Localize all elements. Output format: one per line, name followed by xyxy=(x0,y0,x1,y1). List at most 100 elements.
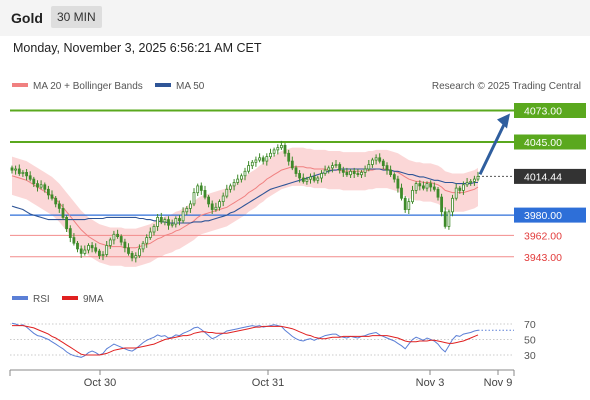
rsi-plot-area: 70 50 30 xyxy=(10,319,536,362)
candle-body xyxy=(276,147,280,151)
candle-body xyxy=(421,185,425,189)
forecast-arrow-shaft xyxy=(478,121,507,176)
candle-body xyxy=(225,188,229,197)
x-tick-label-Nov 3: Nov 3 xyxy=(416,377,445,389)
forecast-arrow-head xyxy=(497,113,510,129)
candle-body xyxy=(320,173,323,179)
candle-body xyxy=(440,196,444,213)
candle-body xyxy=(301,177,305,182)
candle-body xyxy=(152,225,156,233)
rsi-ma-legend-swatch xyxy=(62,296,78,300)
rsi-ma-legend-label: 9MA xyxy=(83,294,104,305)
candle-body xyxy=(414,183,418,191)
candle-body xyxy=(261,157,265,162)
candle-body xyxy=(218,201,221,208)
ma50-legend-swatch xyxy=(155,83,171,87)
candle-body xyxy=(167,219,170,226)
candle-body xyxy=(367,164,371,170)
candle-body xyxy=(36,183,39,188)
candle-body xyxy=(469,180,473,183)
candle-body xyxy=(232,182,236,187)
candle-body xyxy=(341,169,345,173)
instrument-title: Gold xyxy=(11,10,43,26)
candle-body xyxy=(258,157,262,161)
candle-body xyxy=(54,197,58,205)
candle-body xyxy=(254,159,258,163)
chart-datetime: Monday, November 3, 2025 6:56:21 AM CET xyxy=(13,41,262,55)
candle-body xyxy=(116,233,119,238)
main-plot-area: 4073.00 4045.00 4014.44 3980.00 3962.00 3943.… xyxy=(10,103,586,267)
candle-body xyxy=(436,188,440,198)
copyright-label: Research © 2025 Trading Central xyxy=(432,81,581,92)
candle-body xyxy=(411,189,414,203)
candle-body xyxy=(429,183,433,188)
candle-body xyxy=(403,197,407,211)
candle-body xyxy=(79,248,83,254)
rsi-legend-label: RSI xyxy=(33,294,50,305)
candle-body xyxy=(192,192,196,205)
candle-body xyxy=(141,242,145,250)
candle-body xyxy=(83,249,87,254)
candle-body xyxy=(458,187,462,191)
candle-body xyxy=(236,178,240,183)
candle-body xyxy=(203,189,207,198)
candle-body xyxy=(279,144,283,149)
ma20-legend-label: MA 20 + Bollinger Bands xyxy=(33,81,143,92)
candle-body xyxy=(101,254,105,257)
candle-body xyxy=(127,247,130,254)
candle-body xyxy=(90,245,94,249)
level-label-3943.00: 3943.00 xyxy=(524,252,562,264)
timeframe-button[interactable]: 30 MIN xyxy=(51,6,102,28)
level-tag-4045.00 xyxy=(514,134,586,150)
candle-body xyxy=(283,144,287,154)
candle-body xyxy=(352,170,356,175)
rsi-tick-70: 70 xyxy=(524,319,536,331)
candle-body xyxy=(68,228,72,239)
x-tick-label-Oct 31: Oct 31 xyxy=(252,377,284,389)
candle-body xyxy=(334,164,338,167)
candle-body xyxy=(287,152,291,162)
candle-body xyxy=(28,175,32,180)
candle-body xyxy=(265,156,269,162)
candle-body xyxy=(21,171,25,174)
candle-body xyxy=(210,203,214,210)
candle-body xyxy=(451,197,454,213)
candle-body xyxy=(461,184,465,191)
candle-body xyxy=(418,183,422,187)
ma50-line xyxy=(11,168,478,224)
candle-body xyxy=(330,165,334,169)
candle-body xyxy=(76,242,79,250)
candle-body xyxy=(178,218,181,222)
x-tick-label-Nov 9: Nov 9 xyxy=(484,377,513,389)
candle-body xyxy=(327,167,331,171)
candle-body xyxy=(174,218,178,225)
candle-body xyxy=(294,167,298,174)
candle-body xyxy=(145,237,149,244)
candle-body xyxy=(316,177,320,181)
candle-body xyxy=(374,157,378,161)
candle-body xyxy=(476,175,480,180)
level-label-4073.00: 4073.00 xyxy=(524,106,562,118)
candle-body xyxy=(389,169,393,176)
candle-body xyxy=(156,216,160,227)
candle-body xyxy=(112,233,116,241)
candle-body xyxy=(269,152,272,158)
candle-body xyxy=(14,168,18,171)
rsi-tick-50: 50 xyxy=(524,335,536,347)
candle-body xyxy=(447,211,451,227)
x-tick-label-Oct 30: Oct 30 xyxy=(84,377,116,389)
candle-body xyxy=(123,241,127,249)
ma50-legend-label: MA 50 xyxy=(176,81,205,92)
candle-body xyxy=(43,184,47,190)
rsi-series-9MA xyxy=(12,325,479,356)
candle-body xyxy=(345,171,349,176)
rsi-tick-30: 30 xyxy=(524,350,536,362)
level-tag-3980.00 xyxy=(514,207,586,223)
candle-body xyxy=(323,169,327,174)
candle-body xyxy=(207,196,211,205)
candle-body xyxy=(465,182,469,186)
candle-body xyxy=(221,195,225,202)
candle-body xyxy=(396,178,400,189)
